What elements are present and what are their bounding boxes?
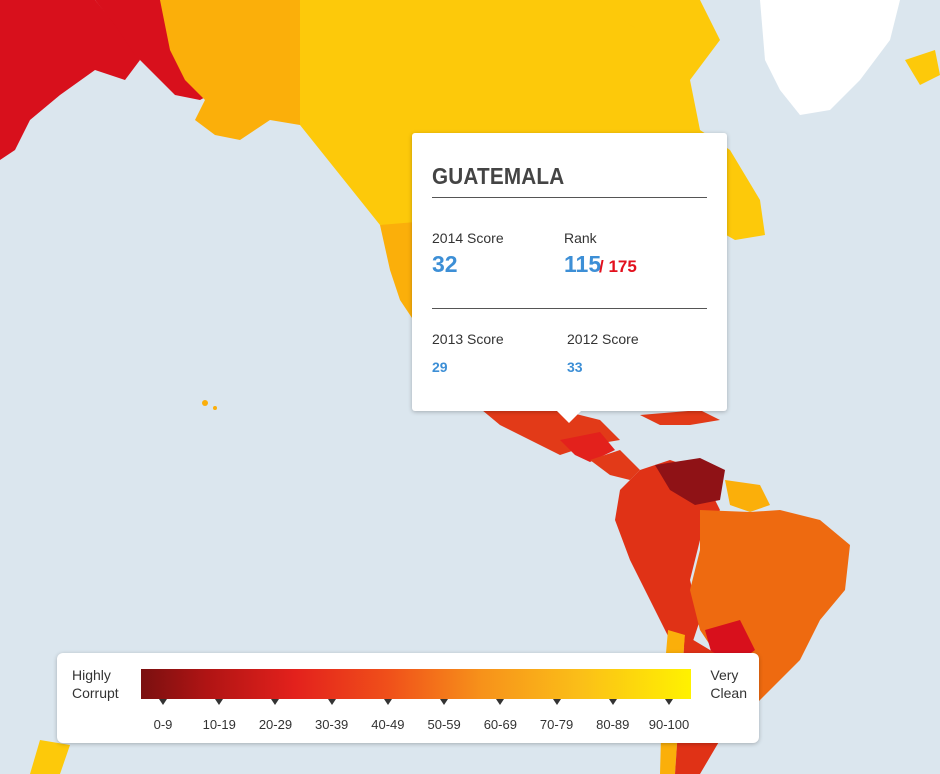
country-usa-alaska[interactable]	[160, 0, 300, 140]
country-iceland[interactable]	[905, 50, 940, 85]
legend-low-label: Highly Corrupt	[72, 666, 119, 702]
legend-ticks	[141, 699, 691, 707]
legend-range-labels: 0-9 10-19 20-29 30-39 40-49 50-59 60-69 70-79 80…	[141, 717, 691, 733]
country-caribbean[interactable]	[640, 410, 720, 425]
country-venezuela[interactable]	[655, 458, 725, 505]
canada-islands	[600, 0, 700, 40]
legend-tick	[215, 699, 224, 705]
legend-high-label: Very Clean	[710, 666, 747, 702]
legend-range-label: 80-89	[596, 717, 630, 732]
country-central-america[interactable]	[590, 450, 640, 480]
legend-tick	[552, 699, 561, 705]
country-russia-east[interactable]	[0, 0, 140, 160]
tooltip-divider	[432, 308, 707, 309]
legend-tick	[327, 699, 336, 705]
tooltip-country-name: GUATEMALA	[432, 163, 565, 189]
legend-range-label: 30-39	[315, 717, 349, 732]
country-bottom-left[interactable]	[30, 740, 70, 774]
tooltip-pointer	[557, 411, 581, 423]
legend-tick	[496, 699, 505, 705]
legend-range-label: 20-29	[258, 717, 293, 732]
rank-label: Rank	[564, 230, 597, 246]
score-2014-value: 32	[432, 251, 458, 277]
country-guatemala[interactable]	[560, 432, 615, 462]
score-2014-label: 2014 Score	[432, 230, 504, 246]
country-greenland[interactable]	[760, 0, 900, 115]
legend-range-label: 40-49	[371, 717, 405, 732]
map-legend: Highly Corrupt 0-9 10-19 20-29 30-39 40-49 50…	[57, 653, 759, 743]
rank-total: / 175	[599, 257, 637, 276]
legend-tick	[383, 699, 392, 705]
legend-high-line1: Very	[710, 667, 739, 683]
legend-low-line1: Highly	[72, 667, 111, 683]
legend-range-label: 70-79	[539, 717, 574, 732]
pacific-island	[202, 400, 208, 406]
score-2013-label: 2013 Score	[432, 331, 504, 347]
score-2013-value: 29	[432, 359, 448, 375]
legend-range-label: 0-9	[153, 717, 173, 732]
legend-range-label: 10-19	[202, 717, 236, 732]
country-guianas[interactable]	[725, 480, 770, 512]
rank-value: 115	[564, 251, 602, 277]
legend-tick	[159, 699, 167, 705]
score-2012-value: 33	[567, 359, 583, 375]
legend-high-line2: Clean	[710, 685, 747, 701]
legend-color-scale	[141, 669, 691, 699]
legend-low-line2: Corrupt	[72, 685, 119, 701]
legend-tick	[271, 699, 280, 705]
tooltip-divider	[432, 197, 707, 198]
legend-range-label: 50-59	[427, 717, 461, 732]
legend-range-label: 60-69	[483, 717, 517, 732]
country-tooltip: GUATEMALA 2014 Score 32 Rank 115 / 175 2…	[412, 133, 727, 423]
score-2012-label: 2012 Score	[567, 331, 639, 347]
pacific-island	[213, 406, 217, 410]
legend-range-label: 90-100	[648, 717, 690, 732]
legend-tick	[608, 699, 617, 705]
legend-tick	[665, 699, 673, 705]
legend-tick	[440, 699, 449, 705]
